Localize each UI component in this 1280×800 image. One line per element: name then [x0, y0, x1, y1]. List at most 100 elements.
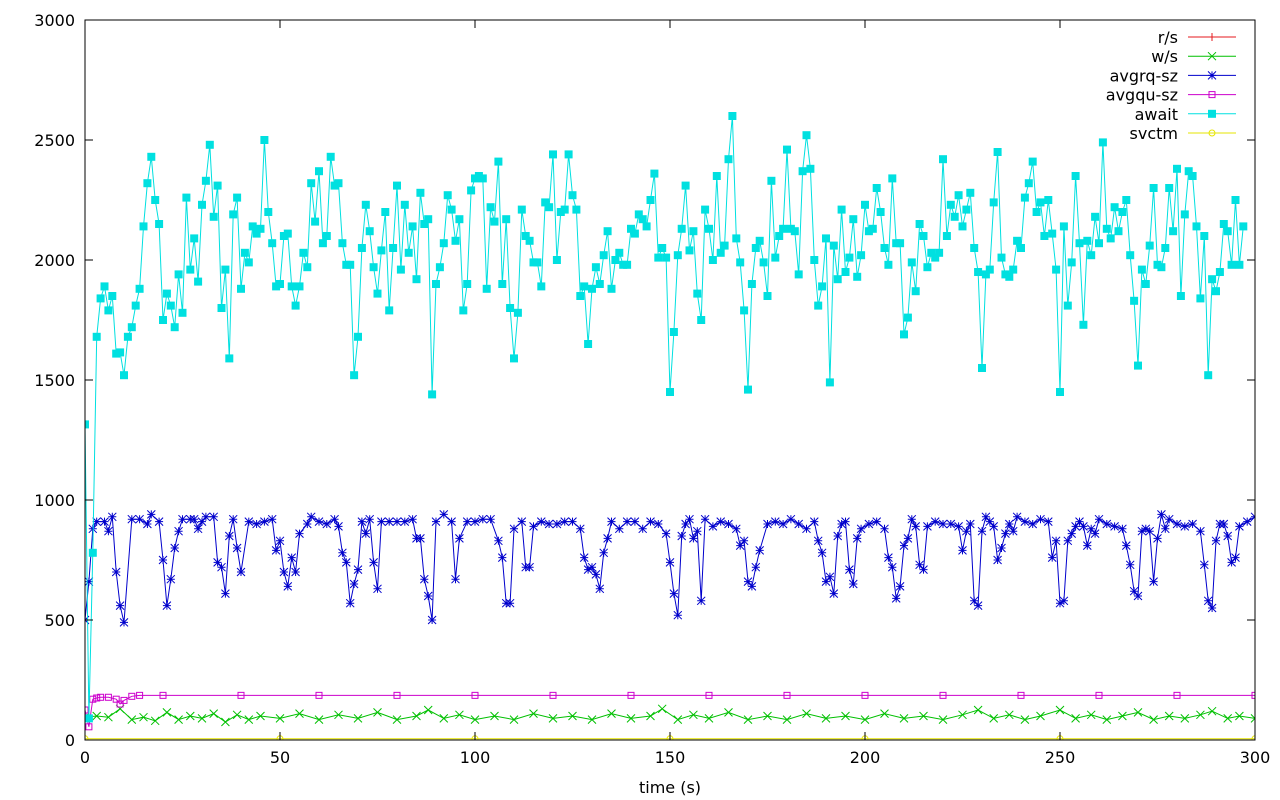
data-point [1121, 541, 1131, 550]
data-point [743, 577, 753, 586]
data-point [1118, 711, 1127, 721]
data-point [1071, 522, 1080, 531]
data-point [302, 519, 312, 529]
data-point [938, 519, 948, 529]
data-point [190, 234, 199, 243]
data-point [1075, 517, 1084, 526]
data-point [127, 323, 136, 332]
data-point [1059, 596, 1069, 606]
y-tick-label: 500 [44, 611, 75, 630]
data-point [1032, 208, 1041, 216]
data-point [677, 531, 687, 541]
data-point [919, 232, 928, 240]
data-point [229, 210, 238, 219]
data-point [790, 227, 799, 236]
data-point [455, 215, 464, 224]
data-point [135, 514, 144, 524]
data-point [1056, 388, 1064, 396]
data-point [93, 694, 101, 702]
data-point [189, 514, 199, 524]
data-point [315, 691, 323, 699]
data-point [580, 282, 589, 291]
data-point [97, 693, 105, 701]
data-point [186, 265, 195, 274]
data-point [974, 268, 983, 276]
data-point [802, 709, 811, 718]
data-point [1153, 534, 1162, 543]
data-point [939, 691, 947, 699]
data-point [939, 155, 947, 164]
data-point [1102, 519, 1112, 529]
data-point [166, 301, 175, 310]
data-point [872, 517, 882, 526]
data-point [740, 306, 749, 315]
data-point [1145, 241, 1154, 250]
legend-marker [1207, 51, 1217, 61]
data-point [470, 715, 480, 724]
data-point [104, 306, 113, 315]
data-point [517, 205, 526, 214]
data-point [818, 282, 827, 291]
data-point [1102, 715, 1112, 724]
data-point [1169, 227, 1178, 236]
data-point [880, 709, 889, 718]
data-point [564, 150, 573, 159]
data-point [517, 517, 527, 526]
data-point [1149, 715, 1158, 724]
data-point [989, 198, 998, 207]
data-point [233, 193, 242, 202]
legend-entry: r/s [1158, 28, 1236, 47]
data-point [720, 241, 729, 250]
data-point [1017, 244, 1025, 252]
data-point [970, 244, 979, 252]
data-point [1118, 524, 1127, 534]
data-point [825, 378, 834, 387]
data-point [1079, 320, 1088, 329]
data-point [412, 711, 421, 721]
data-point [872, 184, 881, 192]
data-point [299, 248, 308, 257]
data-point [1024, 179, 1033, 188]
data-point [1063, 301, 1072, 310]
data-point [689, 534, 698, 543]
data-point [104, 712, 113, 722]
data-point [330, 514, 339, 524]
data-point [322, 519, 332, 529]
data-point [209, 212, 218, 221]
data-point [973, 601, 983, 610]
data-point [857, 251, 866, 260]
data-point [958, 222, 967, 231]
data-point [1239, 222, 1248, 231]
data-point [217, 562, 226, 572]
data-point [673, 715, 683, 724]
data-point [107, 512, 117, 522]
data-point [412, 275, 421, 284]
data-point [127, 715, 137, 724]
data-point [646, 517, 655, 526]
data-point [887, 562, 897, 572]
data-point [1165, 184, 1174, 192]
data-point [599, 251, 608, 260]
data-point [174, 715, 183, 724]
data-point [197, 517, 207, 526]
legend-marker [1208, 109, 1216, 118]
data-point [1134, 361, 1142, 370]
data-point [283, 229, 292, 238]
data-point [1001, 529, 1010, 538]
data-point [178, 514, 187, 524]
data-point [884, 553, 893, 562]
legend-label: svctm [1130, 124, 1178, 143]
data-point [1048, 229, 1057, 238]
series-layer [85, 112, 1255, 740]
data-point [225, 354, 234, 363]
data-point [1137, 526, 1147, 536]
data-point [1130, 296, 1139, 305]
data-point [353, 714, 363, 723]
data-point [260, 136, 269, 144]
data-point [334, 522, 343, 531]
data-point [895, 582, 905, 591]
data-point [755, 546, 765, 555]
data-point [1207, 706, 1217, 716]
data-point [860, 715, 870, 724]
